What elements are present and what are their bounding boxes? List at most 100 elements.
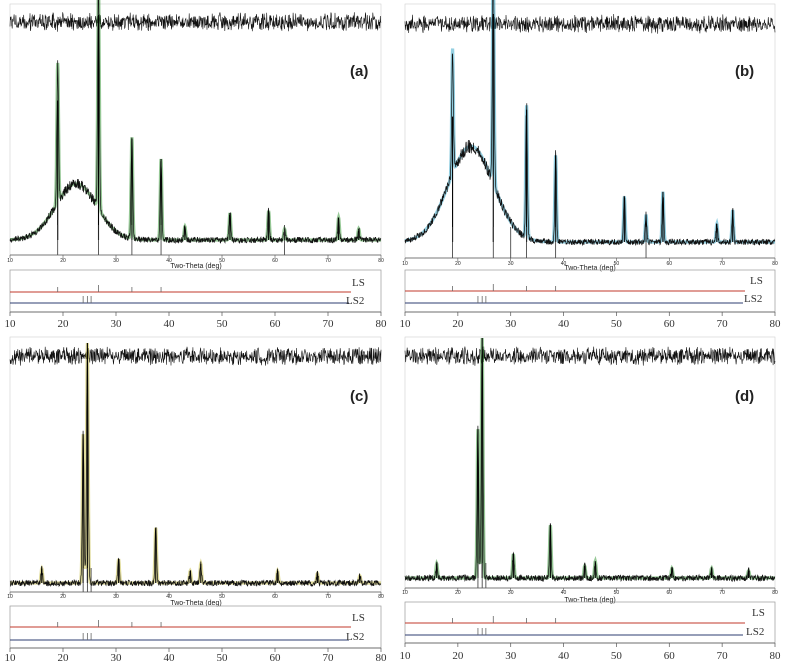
reference-strip-b-marks: 10 20 30 40 50 60 70 80 bbox=[400, 269, 781, 330]
panel-c-xtick-label-4: 50 bbox=[219, 594, 225, 600]
panel-a: 10 20 30 40 50 60 70 80 (a) Two-Theta (deg) bbox=[7, 0, 384, 270]
ref-b-tick-label-5: 60 bbox=[664, 318, 676, 330]
panel-c-chart: 10 20 30 40 50 60 70 80 bbox=[7, 336, 384, 600]
panel-d-xtick-label-3: 40 bbox=[561, 590, 567, 596]
ref-label-ls-b: LS bbox=[750, 275, 763, 287]
panel-d: 10 20 30 40 50 60 70 80 (d) Two-Theta (deg) bbox=[402, 336, 778, 604]
ref-d-tick-label-0: 10 bbox=[400, 650, 412, 662]
ref-c-tick-label-2: 30 bbox=[111, 652, 123, 664]
reference-strip-c: 10 20 30 40 50 60 70 80 LS LS2 bbox=[5, 605, 388, 664]
panel-b-chart: 10 20 30 40 50 60 70 80 bbox=[402, 0, 778, 267]
panel-d-chart: 10 20 30 40 50 60 70 80 bbox=[402, 336, 778, 596]
ref-b-tick-label-6: 70 bbox=[717, 318, 729, 330]
ref-d-tick-label-7: 80 bbox=[770, 650, 782, 662]
panel-c-xlabel: Two-Theta (deg) bbox=[170, 600, 221, 607]
ref-d-tick-label-3: 40 bbox=[558, 650, 570, 662]
panel-d-observed-curve bbox=[404, 346, 776, 583]
panel-d-label: (d) bbox=[735, 388, 754, 405]
ref-d-tick-label-6: 70 bbox=[717, 650, 729, 662]
ref-label-ls2-d: LS2 bbox=[746, 626, 764, 638]
panel-b-difference-curve bbox=[404, 13, 776, 34]
panel-a-xlabel: Two-Theta (deg) bbox=[170, 263, 221, 270]
panel-b-xtick-label-2: 30 bbox=[508, 261, 514, 267]
panel-d-xtick-label-7: 80 bbox=[772, 590, 778, 596]
panel-d-xlabel: Two-Theta (deg) bbox=[564, 597, 615, 604]
panel-b-observed-curve bbox=[404, 0, 776, 247]
panel-c: 10 20 30 40 50 60 70 80 (c) Two-Theta (deg) bbox=[7, 336, 384, 607]
ref-b-tick-label-0: 10 bbox=[400, 318, 412, 330]
ref-b-tick-label-4: 50 bbox=[611, 318, 623, 330]
ref-a-tick-label-1: 20 bbox=[58, 318, 70, 330]
panel-d-xtick-label-6: 70 bbox=[719, 590, 725, 596]
panel-a-label: (a) bbox=[350, 63, 368, 80]
ref-c-tick-label-0: 10 bbox=[5, 652, 17, 664]
panel-a-chart: 10 20 30 40 50 60 70 80 bbox=[7, 0, 384, 264]
panel-b-label: (b) bbox=[735, 63, 754, 80]
panel-b-xtick-label-1: 20 bbox=[455, 261, 461, 267]
panel-d-xtick-label-1: 20 bbox=[455, 590, 461, 596]
panel-b-xtick-label-5: 60 bbox=[667, 261, 673, 267]
panel-c-xtick-label-3: 40 bbox=[166, 594, 172, 600]
panel-d-xtick-label-0: 10 bbox=[402, 590, 408, 596]
ref-label-ls2-b: LS2 bbox=[744, 293, 762, 305]
reference-strip-b: 10 20 30 40 50 60 70 80 LS LS2 bbox=[400, 269, 781, 330]
panel-d-xtick-label-5: 60 bbox=[667, 590, 673, 596]
panel-b-xtick-label-7: 80 bbox=[772, 261, 778, 267]
panel-c-frame bbox=[9, 336, 382, 593]
panel-a-xtick-label-3: 40 bbox=[166, 258, 172, 264]
ref-d-tick-label-2: 30 bbox=[505, 650, 517, 662]
panel-b-frame bbox=[404, 3, 776, 259]
ref-a-frame bbox=[9, 269, 382, 313]
ref-c-tick-label-1: 20 bbox=[58, 652, 70, 664]
panel-d-fit-curve bbox=[405, 337, 775, 580]
panel-a-fit-curve bbox=[9, 0, 381, 242]
ref-a-tick-label-0: 10 bbox=[5, 318, 17, 330]
panel-c-difference-curve bbox=[9, 346, 382, 366]
panel-b: 10 20 30 40 50 60 70 80 (b) Two-Theta (deg) bbox=[402, 0, 778, 272]
panel-b-fit-curve bbox=[404, 0, 775, 244]
ref-c-tick-label-7: 80 bbox=[376, 652, 388, 664]
panel-b-xlabel: Two-Theta (deg) bbox=[564, 265, 615, 272]
ref-d-tick-label-5: 60 bbox=[664, 650, 676, 662]
ref-label-ls2-a: LS2 bbox=[346, 295, 364, 307]
ref-a-tick-label-6: 70 bbox=[323, 318, 335, 330]
panel-c-fit-curve bbox=[10, 342, 381, 585]
ref-c-tick-label-6: 70 bbox=[323, 652, 335, 664]
panel-d-frame bbox=[404, 336, 776, 589]
panel-d-xtick-label-2: 30 bbox=[508, 590, 514, 596]
ref-c-tick-label-5: 60 bbox=[270, 652, 282, 664]
reference-strip-a-marks: 10 20 30 40 50 60 70 80 bbox=[5, 269, 388, 330]
ref-d-tick-label-1: 20 bbox=[452, 650, 464, 662]
panel-a-xtick-label-5: 60 bbox=[272, 258, 278, 264]
panel-a-xtick-label-7: 80 bbox=[378, 258, 384, 264]
reference-strip-d-marks: 10 20 30 40 50 60 70 80 bbox=[400, 601, 782, 662]
ref-label-ls2-c: LS2 bbox=[346, 631, 364, 643]
panel-c-xtick-label-2: 30 bbox=[113, 594, 119, 600]
ref-a-tick-label-7: 80 bbox=[376, 318, 388, 330]
panel-d-xtick-label-4: 50 bbox=[614, 590, 620, 596]
panel-c-xtick-label-5: 60 bbox=[272, 594, 278, 600]
panel-a-xtick-label-4: 50 bbox=[219, 258, 225, 264]
ref-b-tick-label-2: 30 bbox=[505, 318, 517, 330]
reference-strip-c-marks: 10 20 30 40 50 60 70 80 bbox=[5, 605, 388, 664]
panel-c-xtick-label-1: 20 bbox=[60, 594, 66, 600]
ref-b-tick-label-3: 40 bbox=[558, 318, 570, 330]
ref-c-tick-label-4: 50 bbox=[217, 652, 229, 664]
panel-b-xtick-label-6: 70 bbox=[719, 261, 725, 267]
panel-c-xtick-label-7: 80 bbox=[378, 594, 384, 600]
panel-c-label: (c) bbox=[350, 388, 368, 405]
ref-a-tick-label-4: 50 bbox=[217, 318, 229, 330]
reference-strip-a: 10 20 30 40 50 60 70 80 LS LS2 bbox=[5, 269, 388, 330]
ref-a-tick-label-3: 40 bbox=[164, 318, 176, 330]
panel-c-xtick-label-6: 70 bbox=[325, 594, 331, 600]
panel-a-observed-curve bbox=[9, 0, 382, 245]
panel-b-xtick-label-3: 40 bbox=[561, 261, 567, 267]
panel-a-xtick-label-0: 10 bbox=[7, 258, 13, 264]
panel-a-xtick-label-1: 20 bbox=[60, 258, 66, 264]
ref-a-tick-label-5: 60 bbox=[270, 318, 282, 330]
panel-a-xtick-label-6: 70 bbox=[325, 258, 331, 264]
ref-c-tick-label-3: 40 bbox=[164, 652, 176, 664]
panel-b-xtick-label-0: 10 bbox=[402, 261, 408, 267]
panel-c-observed-curve bbox=[9, 348, 382, 588]
